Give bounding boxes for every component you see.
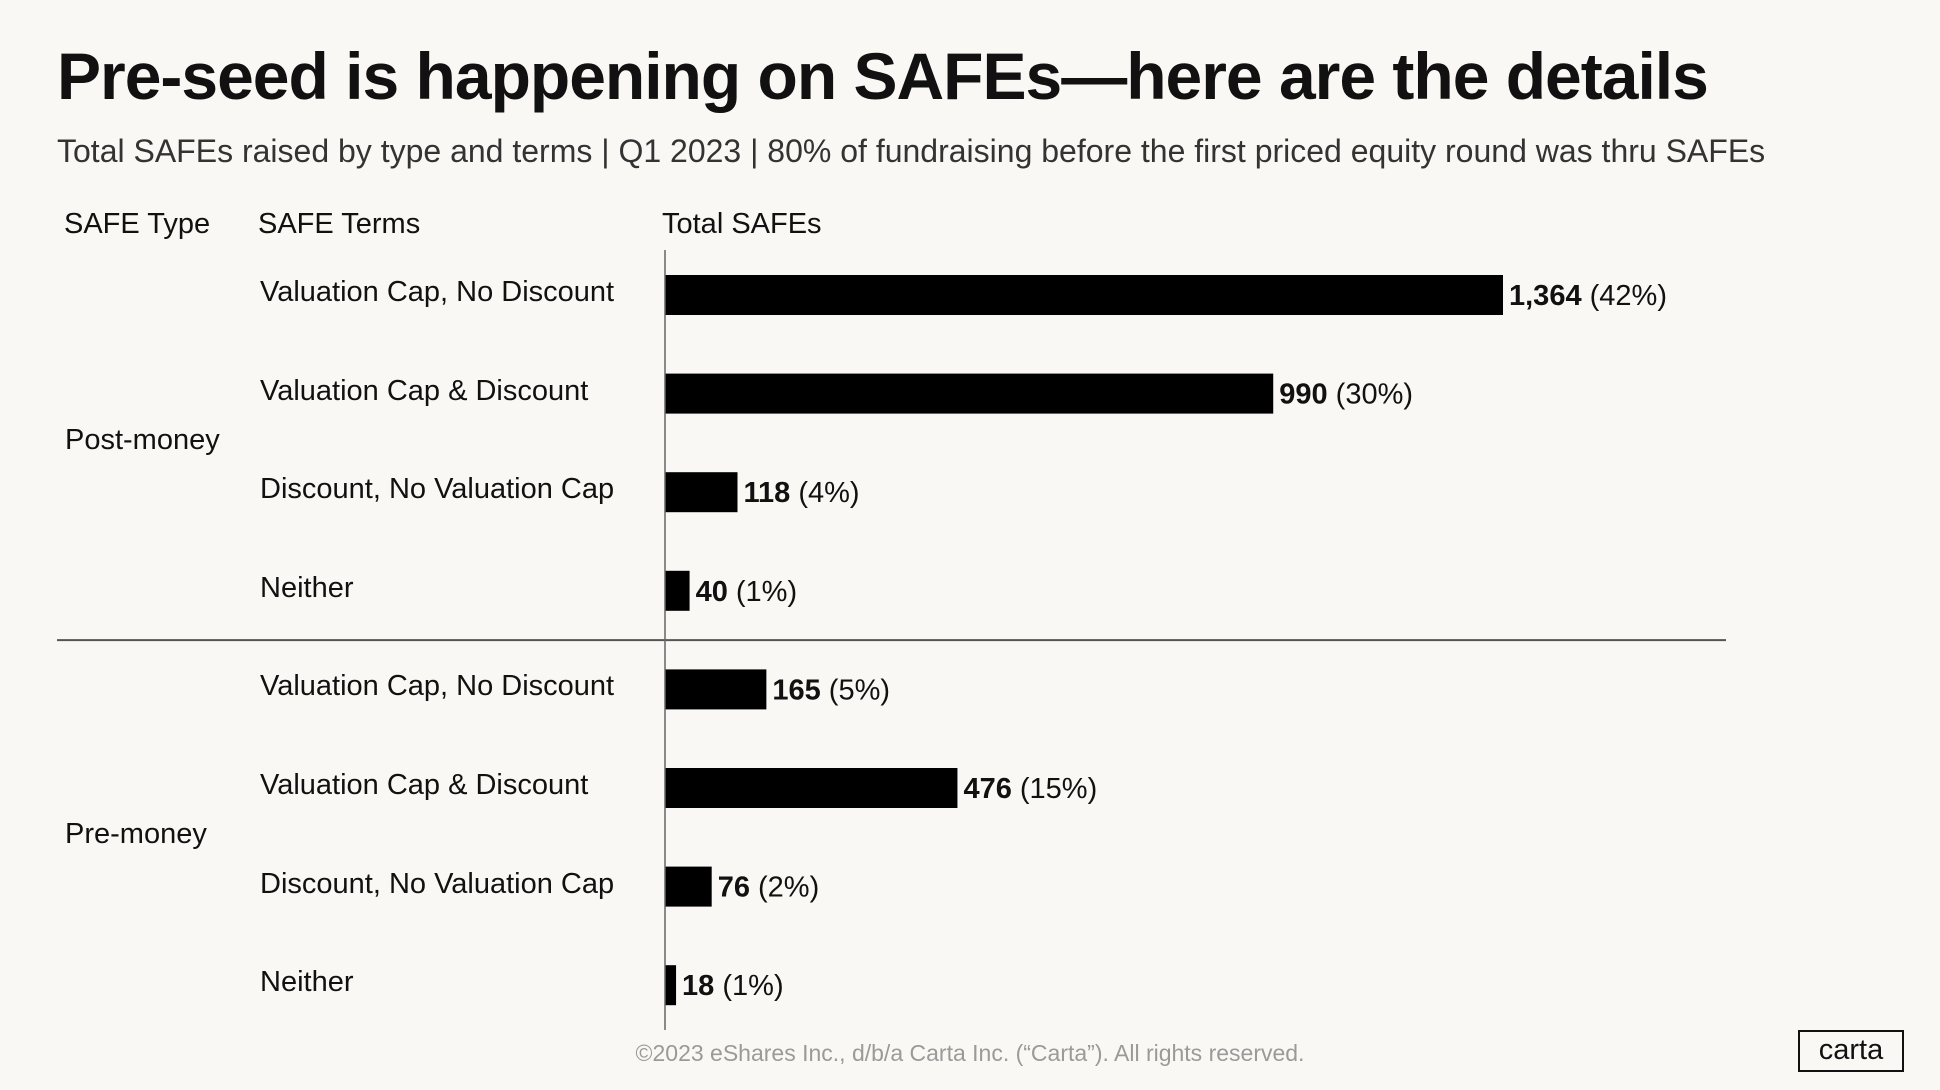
data-label: 1,364 (42%) (1509, 280, 1667, 312)
chart-subtitle: Total SAFEs raised by type and terms | Q… (57, 133, 1766, 169)
data-label: 40 (1%) (696, 576, 798, 608)
data-label-value: 476 (963, 773, 1011, 805)
data-label: 990 (30%) (1279, 379, 1413, 411)
safe-term-label: Valuation Cap, No Discount (260, 276, 615, 308)
data-label: 76 (2%) (718, 872, 820, 904)
data-label-value: 118 (743, 477, 790, 509)
safe-term-label: Valuation Cap & Discount (260, 374, 589, 407)
data-label-value: 40 (696, 576, 728, 608)
bar (665, 472, 738, 513)
data-label-percent: (15%) (1012, 773, 1097, 805)
data-label-value: 76 (718, 872, 750, 904)
data-label-value: 18 (682, 970, 714, 1002)
safe-term-label: Neither (260, 966, 354, 999)
data-label-percent: (2%) (750, 872, 819, 904)
data-label-percent: (1%) (728, 576, 797, 608)
data-label: 476 (15%) (963, 773, 1097, 805)
header-safe-type: SAFE Type (64, 208, 211, 240)
data-label-value: 990 (1279, 379, 1327, 411)
data-label-value: 1,364 (1509, 280, 1582, 312)
data-label-percent: (5%) (821, 674, 890, 706)
bar (665, 275, 1503, 315)
header-safe-terms: SAFE Terms (258, 208, 421, 240)
bar (665, 866, 712, 907)
data-label-percent: (42%) (1582, 280, 1667, 312)
data-label-percent: (1%) (714, 970, 783, 1002)
safe-type-label: Pre-money (65, 818, 207, 851)
safe-term-label: Neither (260, 571, 354, 604)
safe-type-label: Post-money (65, 423, 220, 456)
data-label: 18 (1%) (682, 970, 784, 1002)
bar (665, 965, 677, 1006)
chart-title: Pre-seed is happening on SAFEs—here are … (57, 39, 1709, 113)
safe-term-label: Discount, No Valuation Cap (260, 867, 615, 900)
bar (665, 570, 690, 611)
bar (665, 373, 1274, 414)
data-label-value: 165 (772, 674, 820, 706)
safe-term-label: Valuation Cap & Discount (260, 769, 589, 801)
bar (665, 768, 958, 808)
bar (665, 669, 767, 710)
carta-logo: carta (1798, 1030, 1904, 1072)
data-label: 118 (4%) (743, 477, 859, 509)
data-label-percent: (4%) (790, 477, 859, 509)
data-label: 165 (5%) (772, 674, 890, 706)
safe-term-label: Valuation Cap, No Discount (260, 670, 615, 703)
safe-term-label: Discount, No Valuation Cap (260, 473, 615, 506)
copyright-footer: ©2023 eShares Inc., d/b/a Carta Inc. (“C… (635, 1040, 1305, 1066)
header-total-safes: Total SAFEs (662, 208, 822, 240)
data-label-percent: (30%) (1328, 379, 1413, 411)
